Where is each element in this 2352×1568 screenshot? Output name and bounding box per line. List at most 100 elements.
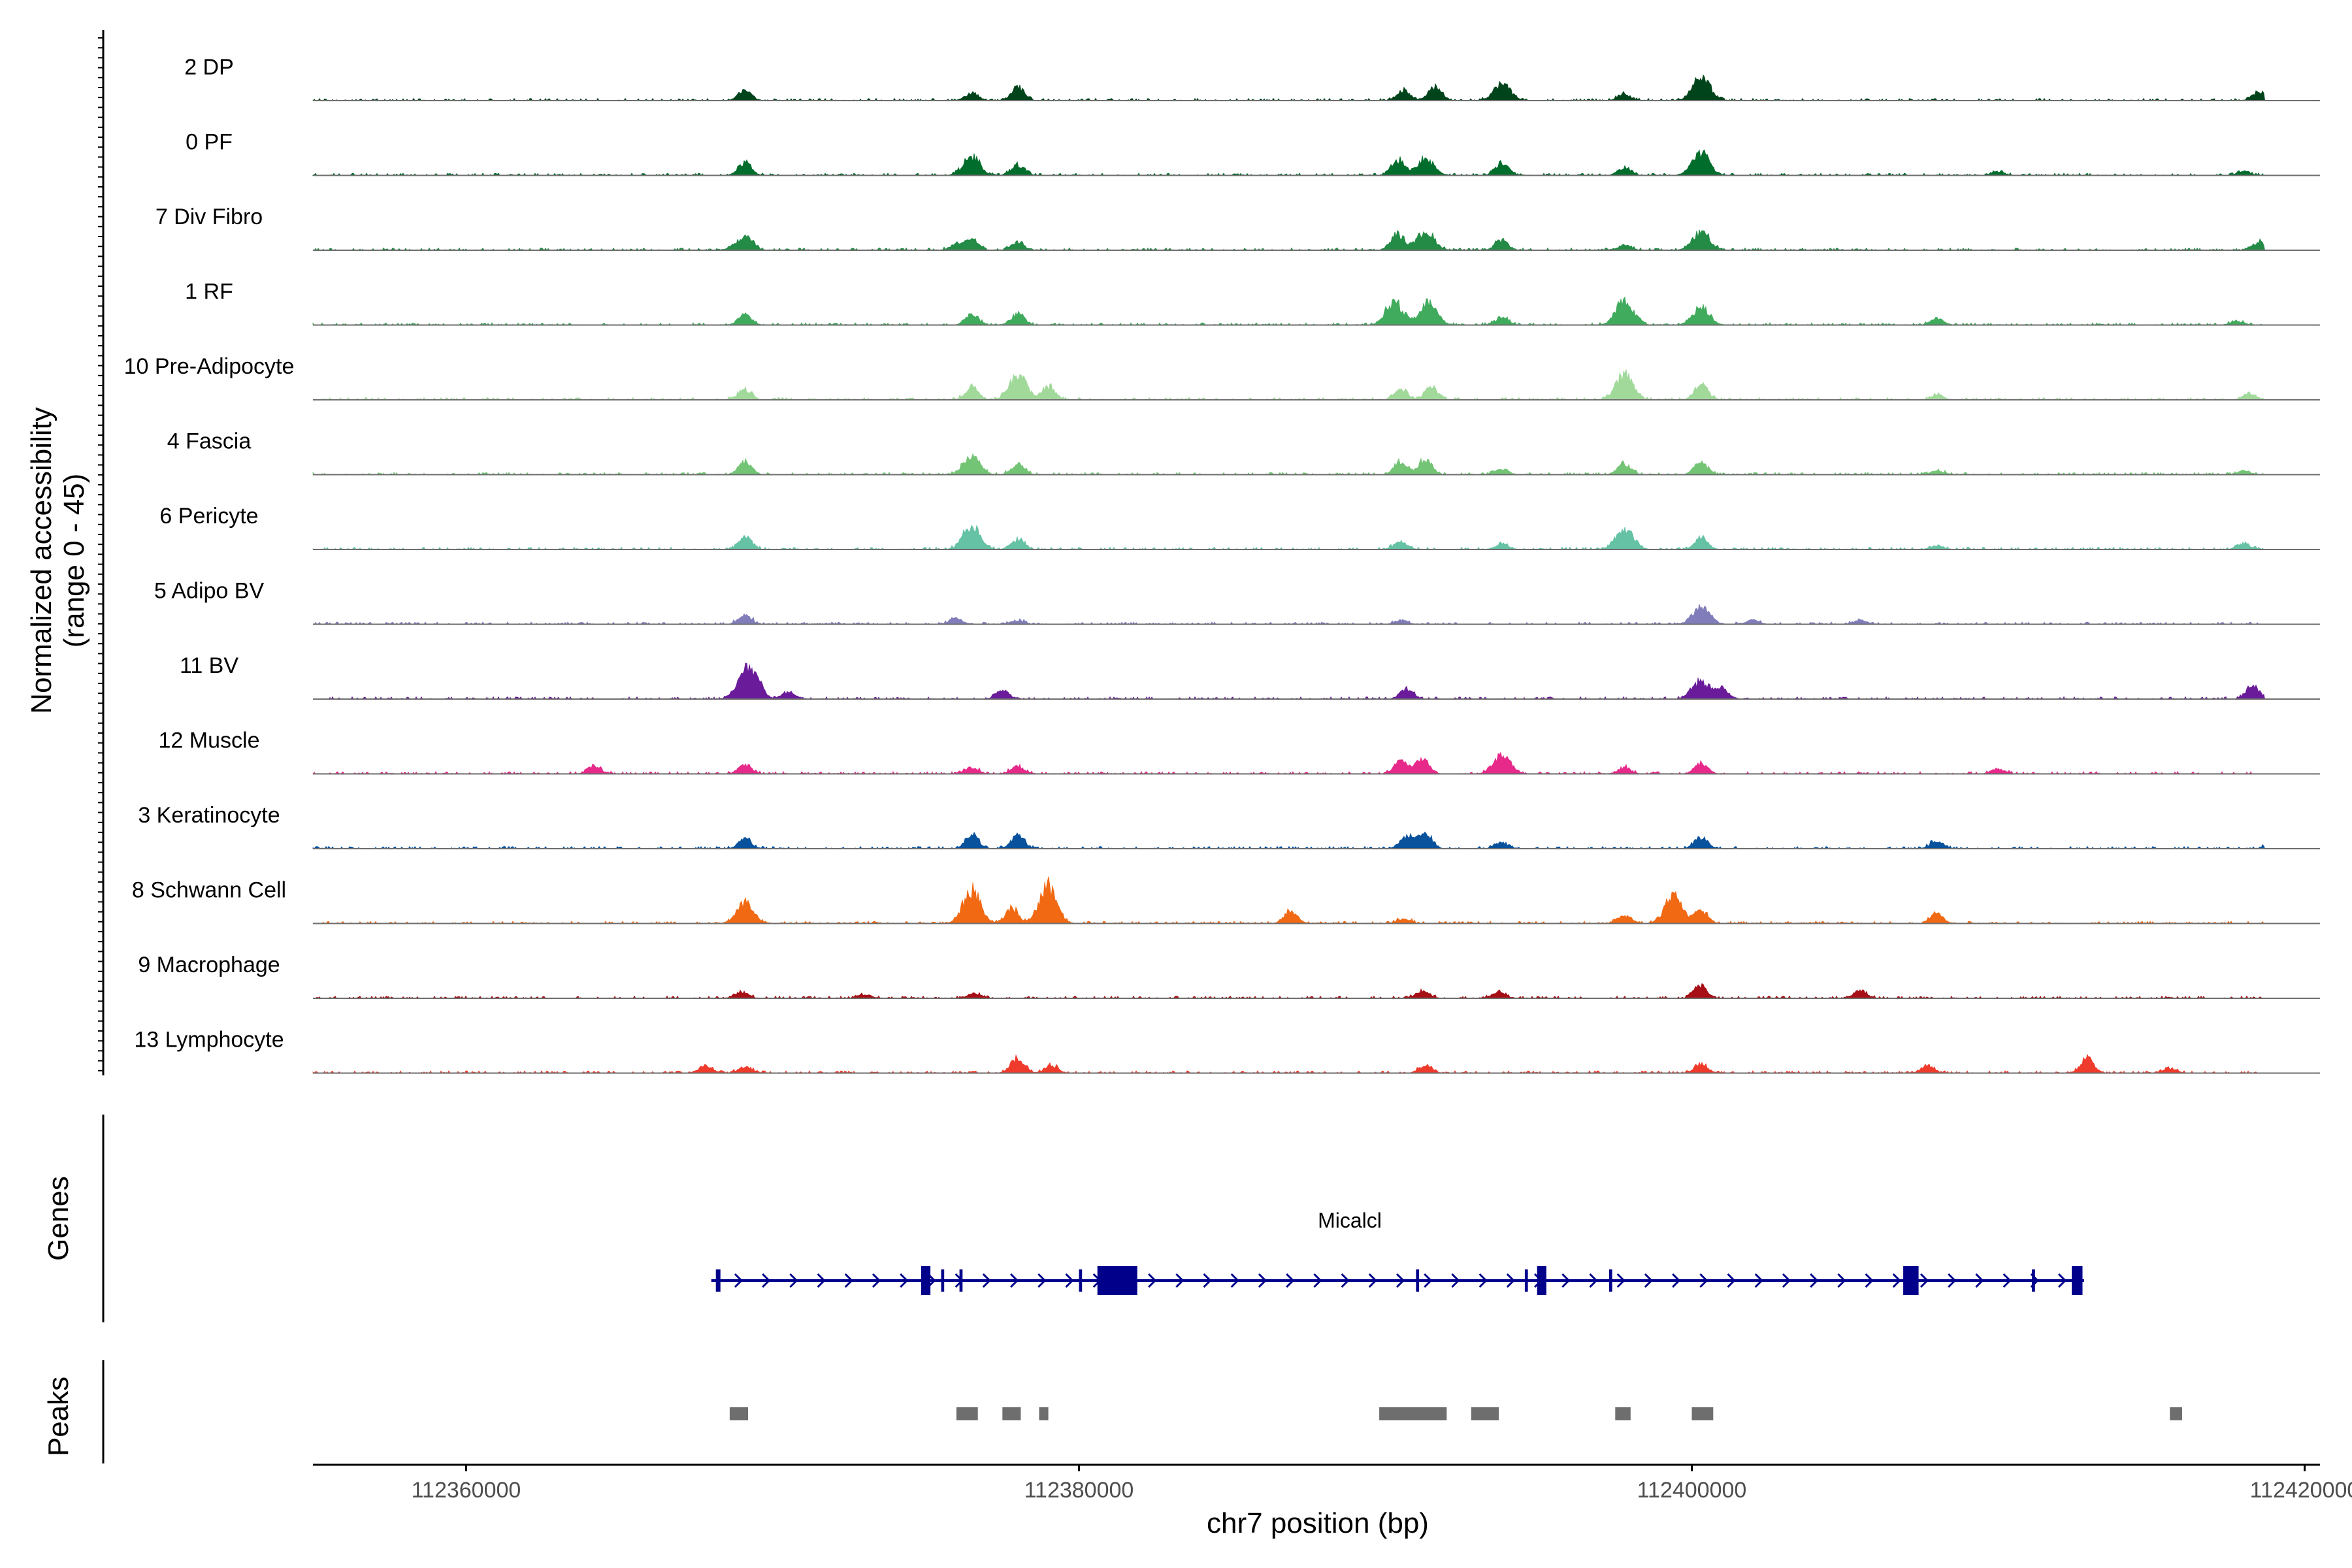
coverage-track: 1 RF: [185, 280, 2320, 326]
peak-region: [1002, 1407, 1021, 1420]
x-tick-label: 112380000: [1024, 1478, 1134, 1503]
coverage-area: [313, 876, 2265, 924]
gene-exon: [941, 1269, 945, 1292]
strand-arrow: [734, 1273, 743, 1288]
strand-arrow: [1230, 1273, 1239, 1288]
gene-exon: [1079, 1269, 1083, 1292]
peaks-track-title: Peaks: [42, 1377, 74, 1456]
gene-exon: [959, 1269, 963, 1292]
track-label: 10 Pre-Adipocyte: [124, 354, 295, 379]
coverage-area: [312, 296, 2265, 326]
strand-arrow: [1754, 1273, 1763, 1288]
strand-arrow: [1810, 1273, 1819, 1288]
peak-region: [1615, 1407, 1631, 1420]
peak-region: [2170, 1407, 2182, 1420]
track-label: 11 BV: [180, 653, 238, 678]
strand-arrow: [1009, 1273, 1019, 1288]
strand-arrow: [982, 1273, 991, 1288]
strand-arrow: [1451, 1273, 1460, 1288]
strand-arrow: [1837, 1273, 1846, 1288]
coverage-track: 11 BV: [180, 653, 2320, 700]
strand-arrow: [1727, 1273, 1736, 1288]
coverage-tracks: 2 DP 0 PF 7 Div Fibro 1 RF 10 Pre-Adipocyte 4…: [124, 55, 2320, 1074]
strand-arrow: [1478, 1273, 1488, 1288]
strand-arrow: [2057, 1273, 2067, 1288]
coverage-area: [312, 453, 2265, 476]
peak-region: [956, 1407, 978, 1420]
strand-arrow: [1424, 1273, 1433, 1288]
x-tick-label: 112400000: [1637, 1478, 1747, 1503]
strand-arrow: [817, 1273, 826, 1288]
coverage-area: [313, 369, 2266, 400]
gene-exon: [1416, 1269, 1420, 1292]
gene-exon: [1609, 1269, 1612, 1292]
strand-arrow: [1175, 1273, 1184, 1288]
track-label: 2 DP: [184, 55, 234, 80]
coverage-track: 0 PF: [186, 130, 2320, 176]
coverage-area: [312, 831, 2266, 849]
peak-region: [1039, 1407, 1049, 1420]
strand-arrow: [762, 1273, 771, 1288]
track-label: 3 Keratinocyte: [138, 803, 280, 828]
coverage-track: 5 Adipo BV: [154, 579, 2320, 625]
strand-arrow: [1506, 1273, 1515, 1288]
gene-exon: [1097, 1266, 1137, 1295]
gene-exon: [1537, 1266, 1546, 1295]
x-axis: 112360000 112380000 112400000 112420000: [313, 1463, 2352, 1503]
coverage-track: 12 Muscle: [159, 728, 2320, 775]
track-label: 12 Muscle: [159, 728, 260, 753]
track-label: 5 Adipo BV: [154, 579, 265, 604]
y-axis-title-line2: (range 0 - 45): [58, 474, 90, 648]
coverage-track: 13 Lymphocyte: [134, 1028, 2320, 1074]
strand-arrow: [1892, 1273, 1901, 1288]
y-axis-title-line1: Normalized accessibility: [25, 407, 57, 713]
strand-arrow: [1975, 1273, 1984, 1288]
y-axis: [98, 30, 105, 1463]
track-label: 4 Fascia: [167, 429, 252, 454]
track-label: 0 PF: [186, 130, 233, 155]
coverage-track: 6 Pericyte: [159, 504, 2320, 550]
coverage-area: [313, 983, 2265, 999]
x-tick-label: 112360000: [412, 1478, 521, 1503]
genes-track-title: Genes: [42, 1176, 74, 1261]
strand-arrow: [900, 1273, 909, 1288]
track-label: 9 Macrophage: [138, 953, 280, 977]
strand-arrow: [789, 1273, 798, 1288]
coverage-area: [312, 662, 2266, 700]
strand-arrow: [1561, 1273, 1571, 1288]
strand-arrow: [844, 1273, 853, 1288]
strand-arrow: [1865, 1273, 1874, 1288]
coverage-area: [312, 1054, 2265, 1074]
peak-region: [1379, 1407, 1447, 1420]
gene-exon: [1903, 1266, 1919, 1295]
strand-arrow: [1699, 1273, 1708, 1288]
x-axis-title: chr7 position (bp): [1207, 1507, 1429, 1539]
coverage-track: 7 Div Fibro: [155, 204, 2320, 251]
track-label: 8 Schwann Cell: [132, 878, 286, 903]
strand-arrow: [1644, 1273, 1653, 1288]
coverage-track: 9 Macrophage: [138, 953, 2320, 999]
coverage-track: 10 Pre-Adipocyte: [124, 354, 2320, 400]
coverage-track: 4 Fascia: [167, 429, 2320, 476]
coverage-area: [312, 149, 2265, 176]
coverage-track: 3 Keratinocyte: [138, 803, 2320, 849]
gene-exon: [2072, 1266, 2083, 1295]
track-label: 6 Pericyte: [159, 504, 258, 529]
strand-arrow: [1286, 1273, 1295, 1288]
coverage-area: [312, 524, 2265, 550]
strand-arrow: [1948, 1273, 1957, 1288]
strand-arrow: [1065, 1273, 1074, 1288]
coverage-area: [313, 229, 2266, 251]
gene-exon: [715, 1269, 721, 1292]
strand-arrow: [1919, 1273, 1929, 1288]
gene-track: [711, 1266, 2084, 1295]
strand-arrow: [1672, 1273, 1681, 1288]
peak-track: [729, 1407, 2182, 1420]
strand-arrow: [1616, 1273, 1625, 1288]
track-label: 1 RF: [185, 280, 233, 304]
peak-region: [1691, 1407, 1714, 1420]
strand-arrow: [1396, 1273, 1405, 1288]
strand-arrow: [872, 1273, 881, 1288]
strand-arrow: [1148, 1273, 1157, 1288]
